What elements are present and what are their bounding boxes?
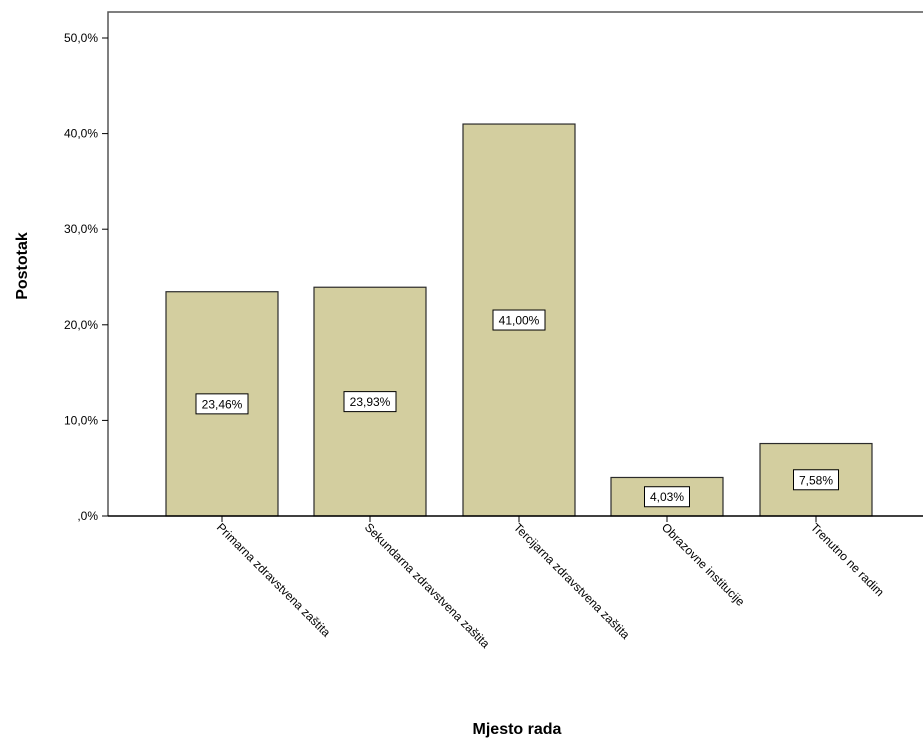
y-tick-label: 30,0% xyxy=(64,222,98,236)
data-label-box xyxy=(195,393,249,415)
y-tick-label: 10,0% xyxy=(64,413,98,427)
plot-frame xyxy=(107,11,923,516)
y-tick-label: 50,0% xyxy=(64,31,98,45)
data-label-box xyxy=(793,469,839,491)
data-label-box xyxy=(343,391,397,413)
data-label-box xyxy=(492,309,546,331)
y-axis-title: Postotak xyxy=(14,232,31,300)
y-tick-label: 20,0% xyxy=(64,318,98,332)
data-label: 4,03% xyxy=(650,490,684,504)
y-tick-label: 40,0% xyxy=(64,127,98,141)
data-label: 23,93% xyxy=(350,395,391,409)
data-label-box xyxy=(644,486,690,508)
x-axis-title: Mjesto rada xyxy=(473,721,562,738)
data-label: 7,58% xyxy=(799,473,833,487)
y-tick-label: ,0% xyxy=(77,509,98,523)
data-label: 41,00% xyxy=(499,314,540,328)
data-label: 23,46% xyxy=(202,397,243,411)
